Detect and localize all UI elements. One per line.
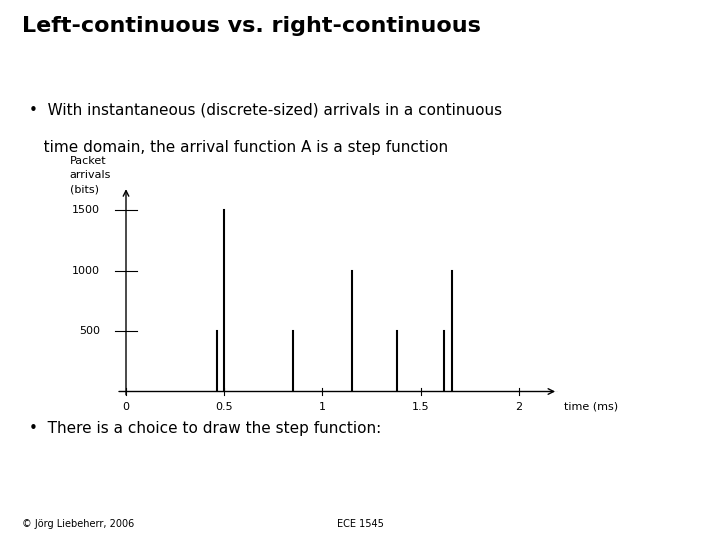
Text: ECE 1545: ECE 1545 [336,519,384,529]
Text: •  With instantaneous (discrete-sized) arrivals in a continuous: • With instantaneous (discrete-sized) ar… [29,103,502,118]
Text: time (ms): time (ms) [564,401,618,411]
Text: Left-continuous vs. right-continuous: Left-continuous vs. right-continuous [22,16,480,36]
Text: 1000: 1000 [72,266,100,276]
Text: 500: 500 [79,326,100,336]
Text: © Jörg Liebeherr, 2006: © Jörg Liebeherr, 2006 [22,519,134,529]
Text: 0: 0 [122,402,130,413]
Text: (bits): (bits) [70,185,99,194]
Text: 2: 2 [516,402,522,413]
Text: 0.5: 0.5 [215,402,233,413]
Text: arrivals: arrivals [70,170,111,180]
Text: •  There is a choice to draw the step function:: • There is a choice to draw the step fun… [29,421,381,436]
Text: time domain, the arrival function A is a step function: time domain, the arrival function A is a… [29,140,448,156]
Text: 1: 1 [319,402,326,413]
Text: Packet: Packet [70,156,107,166]
Text: 1500: 1500 [72,205,100,215]
Text: 1.5: 1.5 [412,402,429,413]
